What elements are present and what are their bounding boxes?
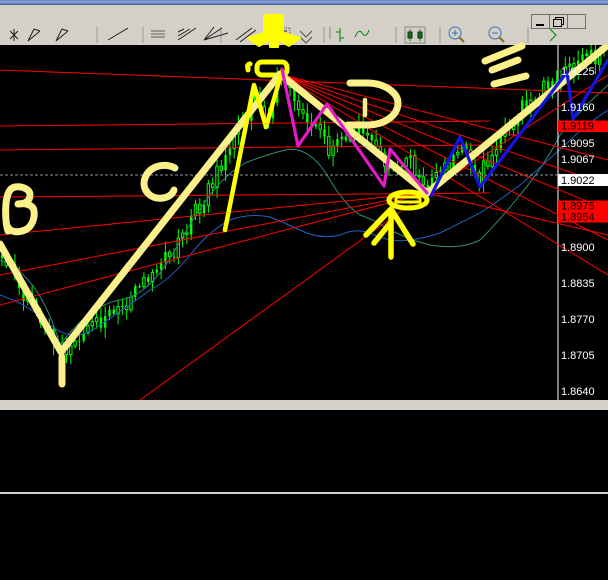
svg-text:1.9095: 1.9095 — [561, 138, 595, 150]
svg-text:1.8640: 1.8640 — [561, 386, 595, 398]
svg-text:1.9160: 1.9160 — [561, 102, 595, 114]
svg-text:1.9067: 1.9067 — [561, 154, 595, 166]
svg-text:1.9119: 1.9119 — [561, 121, 594, 133]
svg-text:1.8954: 1.8954 — [561, 212, 595, 224]
svg-text:1.9022: 1.9022 — [561, 175, 595, 187]
svg-text:1.8835: 1.8835 — [561, 278, 595, 290]
svg-text:1.9225: 1.9225 — [561, 66, 595, 78]
svg-text:1.8900: 1.8900 — [561, 242, 595, 254]
svg-text:1.8770: 1.8770 — [561, 314, 595, 326]
svg-text:1.8705: 1.8705 — [561, 350, 595, 362]
